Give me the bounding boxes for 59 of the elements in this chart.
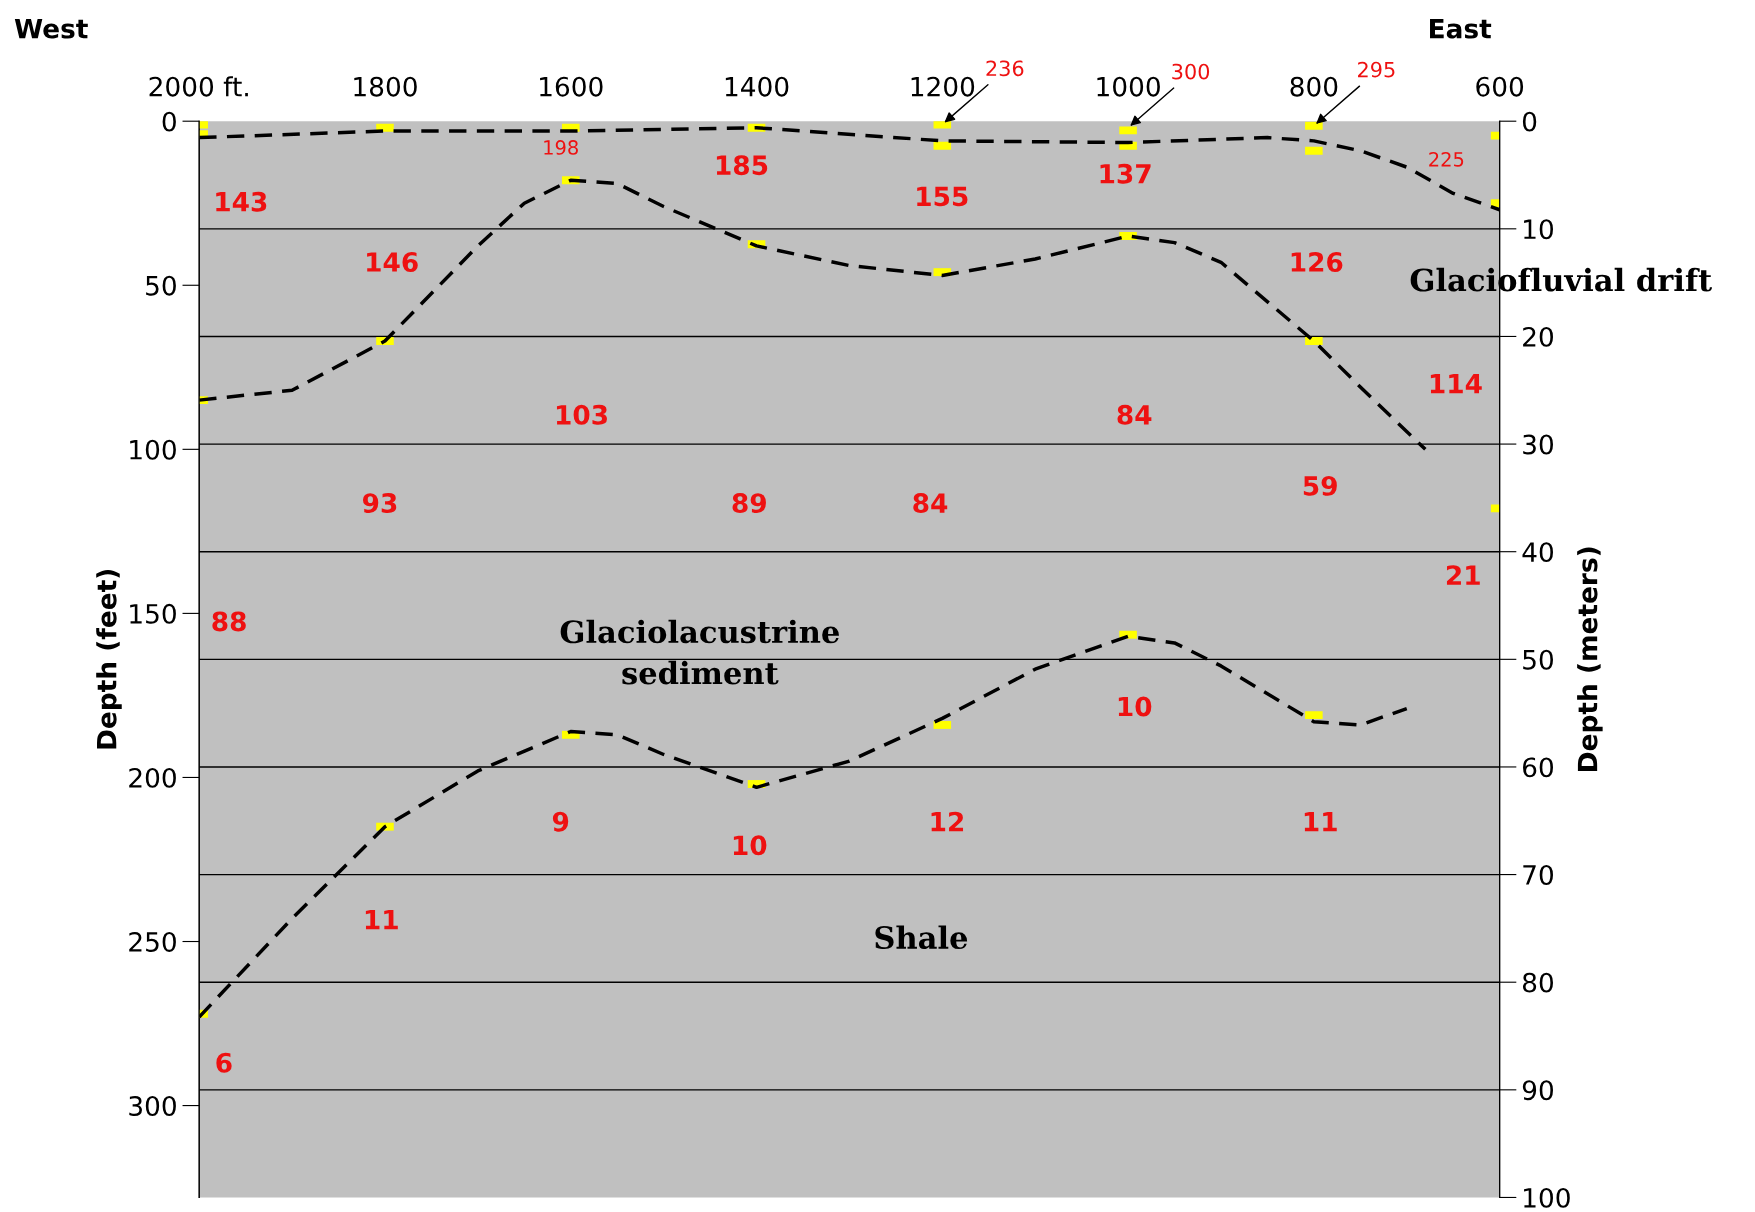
y2-tick-label: 30 [1523,434,1553,455]
annotation: 103 [556,404,607,425]
y-tick-label: 250 [129,931,176,952]
y2-tick-label: 40 [1522,542,1553,563]
annotation: 88 [212,611,246,632]
x-tick-label: 2000 ft. [149,76,248,97]
x-tick-label: 1400 [725,76,789,97]
y2-tick-label: 60 [1523,757,1553,778]
annotation: 11 [1304,812,1337,832]
annotation: 236 [986,60,1024,77]
y-tick-label: 50 [146,275,176,296]
annotation: 155 [917,186,968,207]
annotation: 295 [1358,61,1395,78]
annotation: 10 [733,835,767,856]
x-tick-label: 800 [1290,76,1338,97]
y-tick-label: 150 [130,603,176,624]
annotation: 12 [931,811,964,832]
annotation: 11 [365,909,398,930]
annotation: 84 [913,493,948,514]
annotation: 143 [216,191,267,212]
annotation: 89 [732,493,766,514]
text: East [1430,18,1492,39]
annotation: Glaciolacustrine sediment [560,619,839,685]
annotation: 114 [1430,374,1482,394]
y2-tick-label: 50 [1523,649,1553,670]
y-tick-label: 0 [162,111,176,132]
annotation: 137 [1100,163,1151,184]
y2-tick-label: 80 [1522,972,1553,993]
x-tick-label: 1800 [354,76,417,97]
text: West [14,18,88,39]
y2-tick-label: 70 [1523,865,1553,885]
annotation: 9 [552,811,569,832]
x-tick-label: 600 [1476,76,1524,97]
annotation: 126 [1291,252,1343,272]
y-tick-label: 300 [129,1096,176,1116]
annotation: 6 [216,1052,232,1073]
x-tick-label: 1200 [911,76,975,97]
annotation: 10 [1118,696,1152,717]
annotation: 225 [1429,151,1464,167]
annotation: 185 [716,155,768,176]
annotation: 146 [367,252,418,272]
annotation: Shale [875,925,968,950]
x-tick-label: 1600 [540,76,603,97]
y2-tick-label: 20 [1523,326,1553,347]
annotation: 59 [1303,475,1337,496]
y2-tick-label: 0 [1522,111,1537,132]
y-tick-label: 200 [129,767,176,788]
y2-axis-title: Depth (meters) [1577,547,1603,771]
annotation: 300 [1172,63,1210,80]
y-axis-title: Depth (feet) [96,569,122,749]
annotation: 84 [1117,404,1152,425]
x-tick-label: 1000 [1097,76,1160,97]
y2-tick-label: 100 [1524,1187,1570,1208]
annotation: 93 [362,493,397,514]
annotation: 21 [1446,565,1480,585]
y-tick-label: 100 [130,439,176,460]
y2-tick-label: 10 [1524,219,1553,240]
annotation: 198 [544,140,578,155]
y2-tick-label: 90 [1522,1080,1553,1101]
